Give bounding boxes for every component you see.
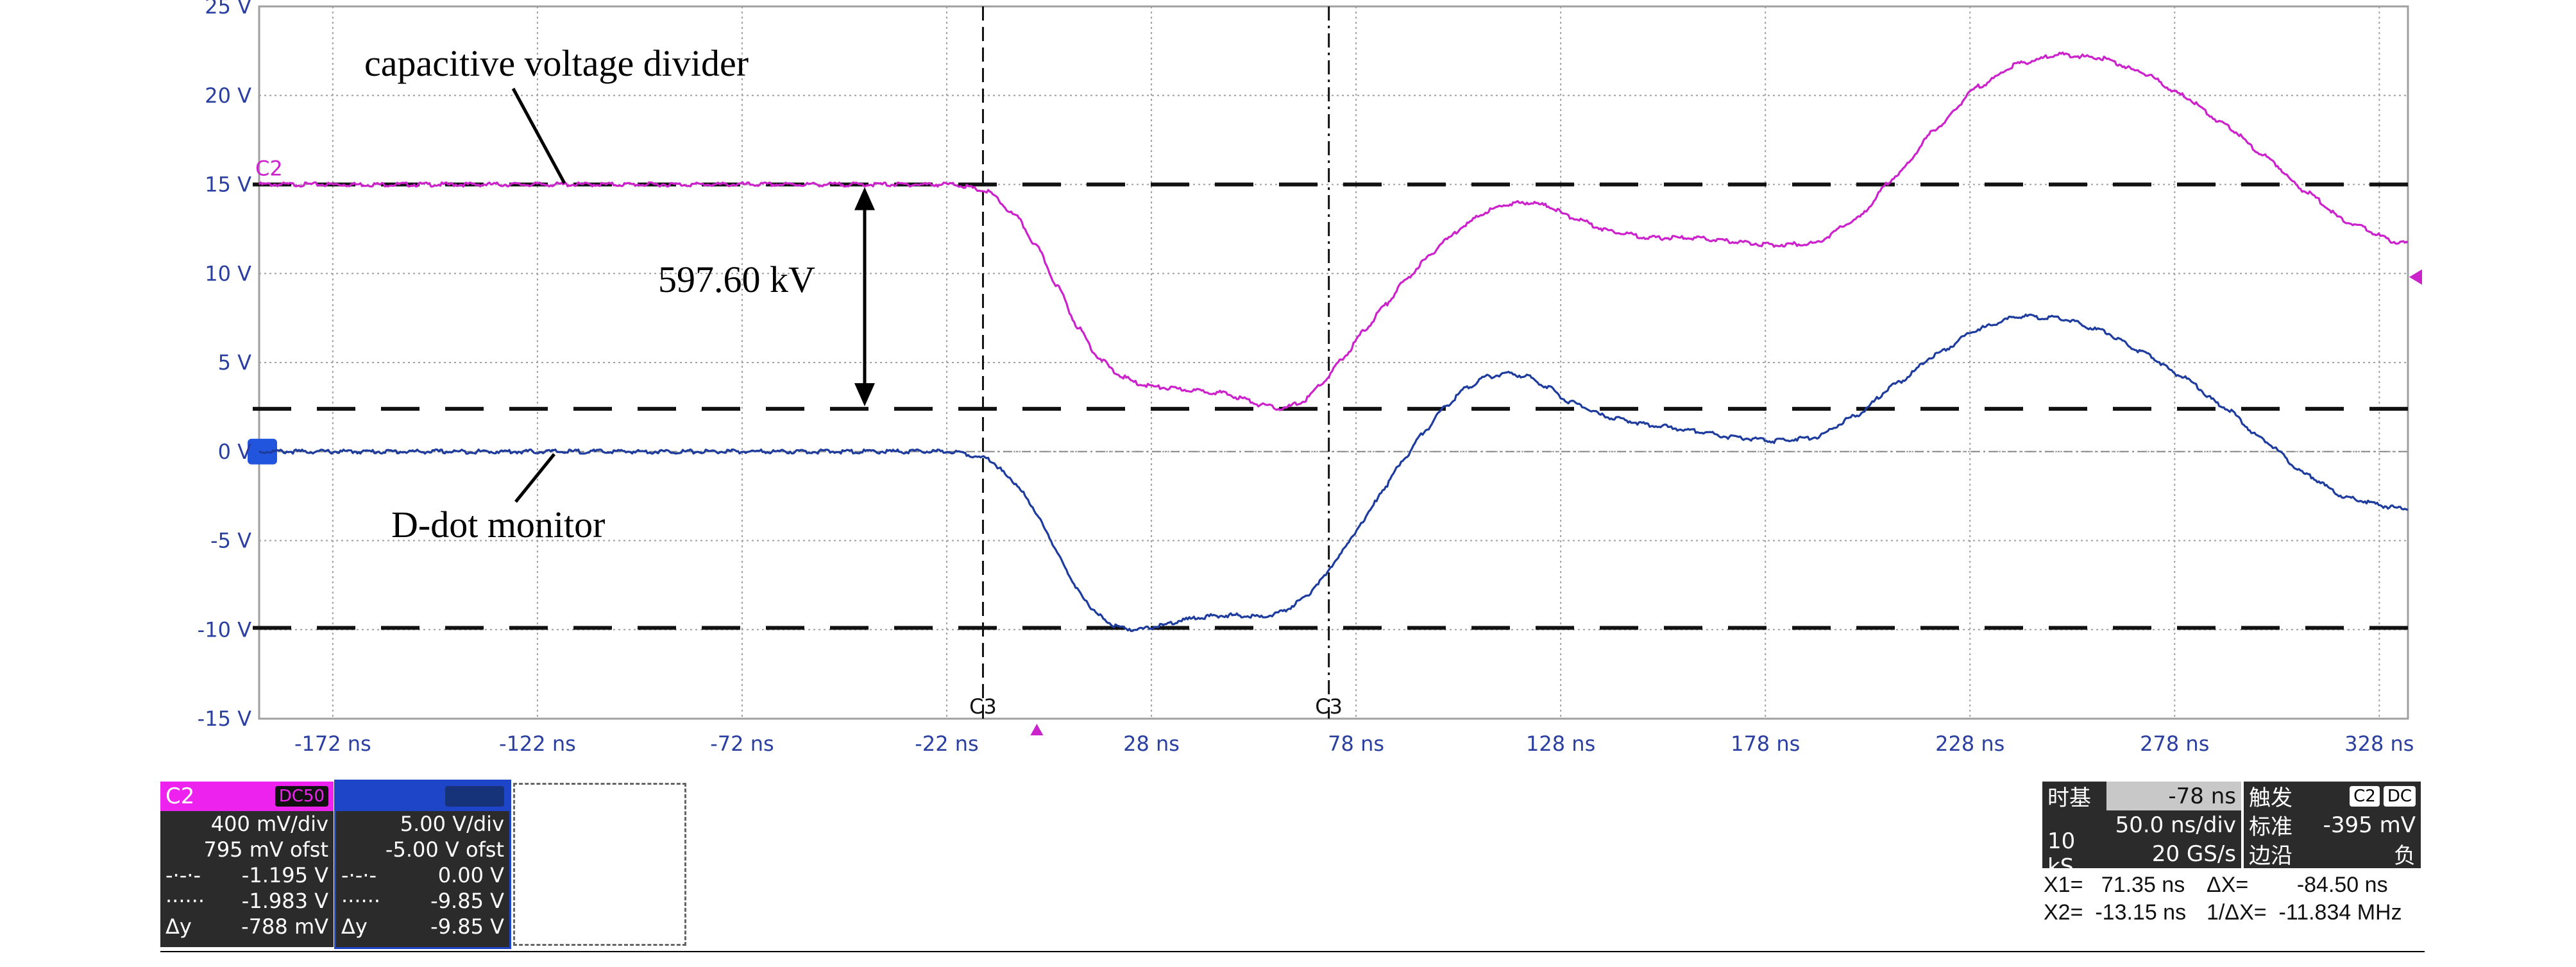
x-tick-label: -22 ns (915, 732, 978, 756)
sample-count: 10 kS (2042, 828, 2113, 880)
sample-rate: 20 GS/s (2113, 839, 2241, 868)
channel-panel-c2[interactable]: C2 DC50 400 mV/div 795 mV ofst -·-·- -1.1… (160, 782, 334, 947)
trigger-level-marker (2409, 269, 2422, 285)
channel-name: C2 (165, 783, 195, 809)
delta-label: 597.60 kV (658, 259, 815, 300)
x-tick-label: 228 ns (1935, 732, 2004, 756)
x-tick-label: 178 ns (1731, 732, 1800, 756)
y-tick-label: 5 V (218, 350, 252, 375)
row-value: 0.00 V (437, 863, 504, 887)
row-symbol: -·-·- (341, 863, 377, 887)
waveform-traces (258, 51, 2409, 632)
row-value: -9.85 V (430, 889, 504, 913)
timebase-div: 50.0 ns/div (2042, 810, 2241, 839)
channel-offset-marker-label: C2 (255, 157, 283, 181)
row-symbol: Δy (165, 914, 192, 939)
row-value: -1.983 V (241, 889, 328, 913)
y-tick-label: -10 V (198, 617, 251, 642)
x-tick-label: -122 ns (499, 732, 576, 756)
trigger-slope: 负 (2308, 839, 2421, 869)
plot-grid (258, 5, 2409, 720)
trigger-channel: C2 (2350, 785, 2380, 807)
channel-panel-c1[interactable]: 5.00 V/div -5.00 V ofst -·-·- 0.00 V ····… (334, 780, 511, 949)
y-tick-label: -15 V (198, 706, 251, 731)
row-value: -9.85 V (430, 914, 504, 939)
channel-scale: 400 mV/div (210, 812, 328, 836)
channel-offset: 795 mV ofst (203, 837, 328, 862)
cursor-x2: X2= -13.15 ns (2044, 900, 2187, 925)
trigger-coupling: DC (2383, 785, 2416, 807)
x-tick-label: -72 ns (710, 732, 774, 756)
y-tick-label: 10 V (205, 261, 251, 286)
row-value: -1.195 V (241, 863, 328, 887)
y-tick-label: 25 V (205, 0, 251, 19)
annotations: capacitive voltage divider D-dot monitor 5… (364, 42, 875, 545)
tick-labels: 25 V 20 V 15 V 10 V 5 V 0 V -5 V -10 V -15 V -172… (198, 0, 2414, 756)
y-tick-label: -5 V (210, 529, 251, 553)
x-tick-label: 28 ns (1123, 732, 1180, 756)
y-tick-label: 15 V (205, 173, 251, 197)
channel-scale: 5.00 V/div (400, 812, 504, 836)
x-tick-label: 278 ns (2140, 732, 2209, 756)
annotation-bottom-leader (514, 453, 555, 503)
coupling-badge (445, 786, 504, 807)
trigger-position-marker (1030, 724, 1044, 735)
cursor-x1: X1= 71.35 ns (2044, 873, 2185, 897)
delta-arrow-head-bottom (854, 383, 875, 407)
x-tick-label: 128 ns (1526, 732, 1595, 756)
timebase-delay: -78 ns (2106, 782, 2241, 810)
y-tick-label: 20 V (205, 83, 251, 108)
annotation-bottom-label: D-dot monitor (391, 504, 605, 545)
trigger-type: 边沿 (2244, 839, 2308, 869)
annotation-top-leader (511, 87, 566, 184)
cursor-label: C3 (969, 694, 997, 719)
trigger-level: -395 mV (2308, 810, 2421, 839)
trigger-mode: 标准 (2244, 810, 2308, 840)
row-symbol: ······ (341, 889, 381, 913)
x-tick-label: 78 ns (1328, 732, 1384, 756)
annotation-top-label: capacitive voltage divider (364, 42, 749, 84)
delta-arrow-head-top (854, 187, 875, 210)
cursor-label: C3 (1315, 694, 1343, 719)
cursor-inv-delta-x: 1/ΔX= -11.834 MHz (2207, 900, 2402, 925)
row-symbol: Δy (341, 914, 368, 939)
y-tick-label: 0 V (218, 440, 252, 464)
bottom-rule (160, 951, 2425, 952)
coupling-badge: DC50 (275, 786, 328, 807)
row-value: -788 mV (241, 914, 328, 939)
waveform-series-2 (258, 313, 2409, 632)
row-symbol: ······ (165, 889, 205, 913)
channel-offset: -5.00 V ofst (385, 837, 504, 862)
timebase-trigger-panel[interactable]: 时基 -78 ns 触发 C2 DC 50.0 ns/div 标准 -395 m… (2042, 782, 2421, 880)
empty-channel-slot[interactable] (513, 783, 686, 946)
waveform-series-1 (258, 51, 2409, 411)
row-symbol: -·-·- (165, 863, 201, 887)
timebase-label: 时基 (2042, 782, 2106, 811)
x-tick-label: 328 ns (2344, 732, 2414, 756)
trigger-label: 触发 (2244, 782, 2308, 811)
cursor-delta-x: ΔX= -84.50 ns (2207, 873, 2388, 897)
x-tick-label: -172 ns (294, 732, 371, 756)
